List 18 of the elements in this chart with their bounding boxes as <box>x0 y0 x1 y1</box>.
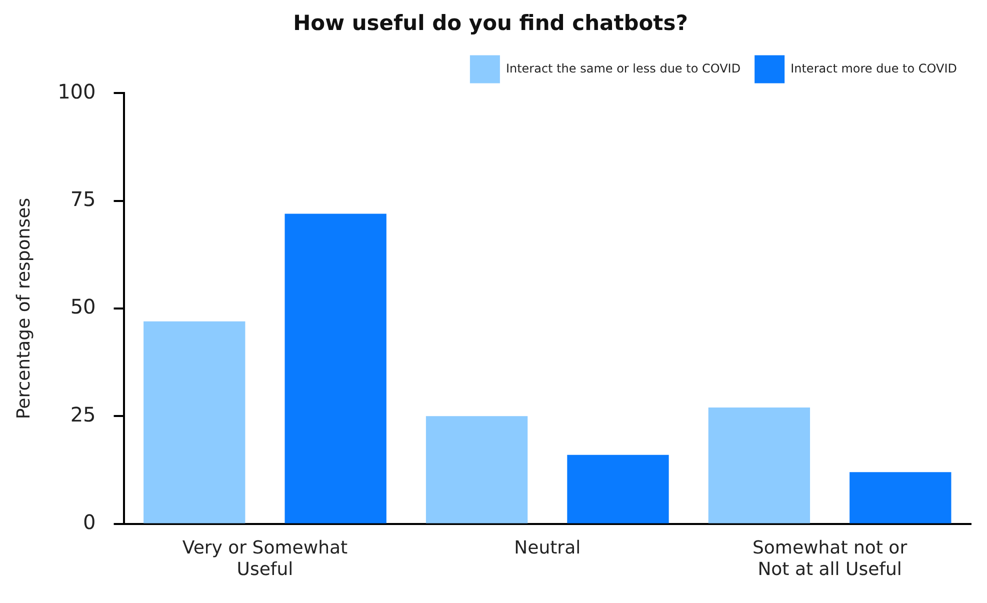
y-tick-label: 50 <box>70 294 96 319</box>
bar <box>426 416 528 524</box>
y-tick-label: 100 <box>58 79 96 104</box>
x-tick-label: Very or Somewhat Useful <box>182 537 348 580</box>
y-tick-label: 75 <box>70 187 96 212</box>
x-tick-label: Neutral <box>514 537 581 558</box>
legend-label: Interact more due to COVID <box>790 61 958 76</box>
x-tick-label: Somewhat not or Not at all Useful <box>752 537 908 580</box>
bar <box>708 408 810 524</box>
bar <box>567 454 669 524</box>
y-tick-label: 0 <box>83 510 96 534</box>
y-tick-label: 25 <box>70 402 96 426</box>
y-axis-title: Percentage of responses <box>13 198 34 420</box>
legend-label: Interact the same or less due to COVID <box>506 61 741 76</box>
chart-title: How useful do you find chatbots? <box>293 11 688 36</box>
bar <box>284 214 386 524</box>
bar <box>144 321 246 524</box>
bar <box>850 472 952 524</box>
